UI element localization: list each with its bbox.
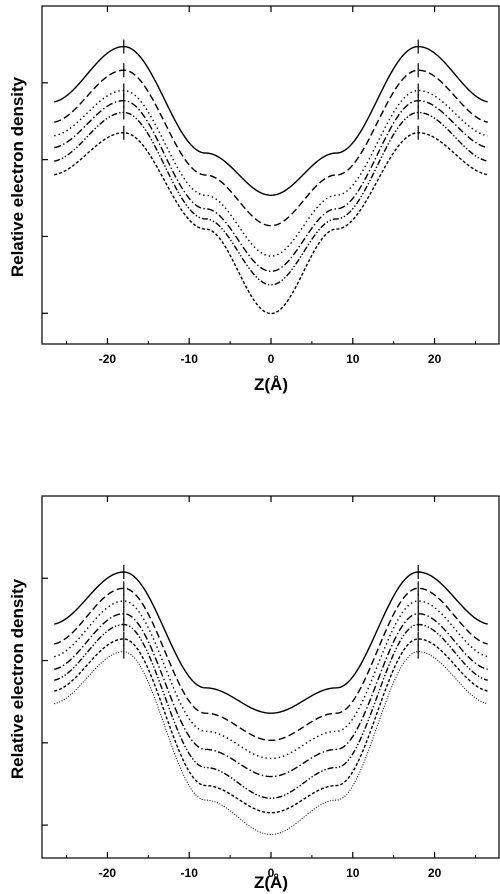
x-tick-label: 10 [346,352,360,366]
legend-title: Alam/DPhPC 30°C 98%RH [0,0,142,3]
x-tick-label: 0 [268,866,275,880]
x-tick-label: 20 [428,352,442,366]
legend-entry: P/L=1/50 [0,0,47,3]
x-tick-label: 20 [428,866,442,880]
legend-entry: P/L=1/100 [0,0,53,3]
legend-title: Melittin/DOPC 30°C 98%RH [0,0,148,3]
legend-entry: P/L=1/100 [0,0,53,3]
series-line-5 [54,111,488,286]
series-line-2 [54,69,488,227]
x-tick-label: -10 [181,866,199,880]
series-line-6 [54,132,488,315]
chart-panel-1: -20 -10 0 10 20 Relative electron density Z(Å)… [0,0,500,394]
y-axis-label: Relative electron density [8,578,27,779]
legend-entry: P/L=1/25 [0,0,48,3]
x-tick-label: 10 [346,866,360,880]
series-line-1 [54,45,488,196]
legend-entry: P/L=1/25 [0,0,48,3]
x-tick-label: -20 [99,866,117,880]
series-line-2 [54,587,488,742]
series-line-3 [54,600,488,760]
series-line-6 [54,638,488,814]
x-axis-label: Z(Å) [254,873,288,892]
legend-entry: P/L=1/35 [0,0,48,3]
series-line-4 [54,99,488,273]
legend: Alam/DPhPC 30°C 98%RHPureP/L=1/100P/L=1/… [0,0,142,3]
legend: Melittin/DOPC 30°C 98%RHPureP/L=1/200P/L… [0,0,148,3]
legend-entry: P/L=1/200 [0,0,53,3]
series-line-3 [54,89,488,257]
plot-frame [41,5,500,345]
legend-entry: P/L=1/50 [0,0,47,3]
series-line-7 [54,651,488,835]
legend-entry: P/L=1/75 [0,0,48,3]
x-tick-label: -10 [181,352,199,366]
plot-frame [41,495,500,859]
series-line-4 [54,612,488,778]
x-axis-label: Z(Å) [254,375,288,394]
series-line-5 [54,623,488,799]
legend-entry: Pure [0,0,26,3]
legend-entry: P/L=1/35 [0,0,48,3]
x-tick-label: 0 [268,352,275,366]
series-line-1 [54,571,488,714]
x-tick-label: -20 [99,352,117,366]
y-axis-label: Relative electron density [8,76,27,277]
legend-entry: Pure [0,0,26,3]
legend-entry: P/L=1/75 [0,0,48,3]
